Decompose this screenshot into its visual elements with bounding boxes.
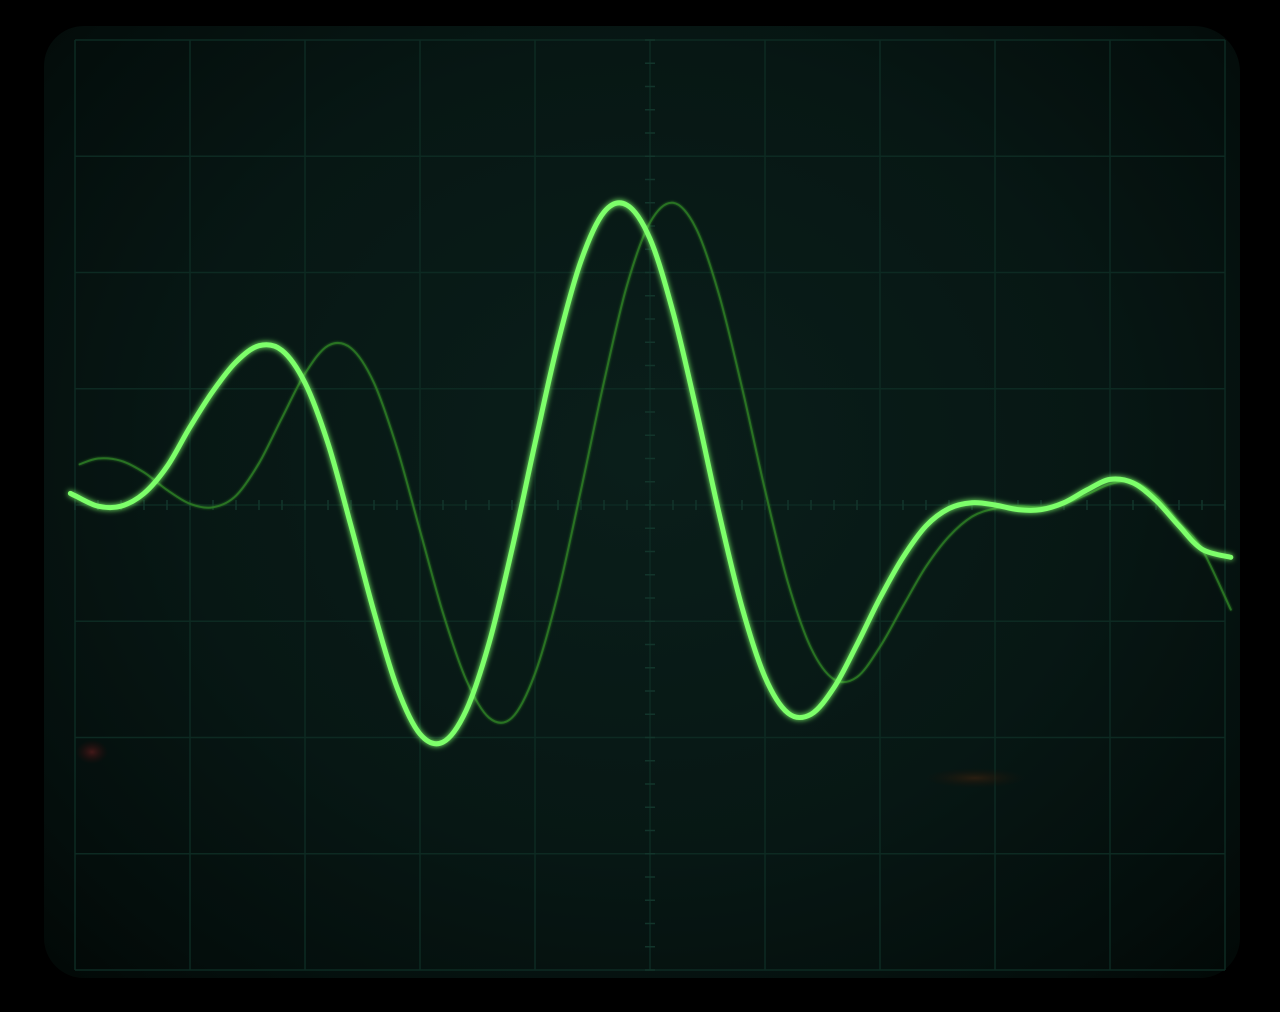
trace-layer	[67, 200, 1234, 747]
graticule-grid	[74, 39, 1226, 971]
screen-reflection-spot	[76, 740, 108, 764]
screen-smudge	[925, 768, 1025, 788]
bright-trace-line	[67, 200, 1234, 747]
dim-trace-line	[78, 201, 1232, 724]
